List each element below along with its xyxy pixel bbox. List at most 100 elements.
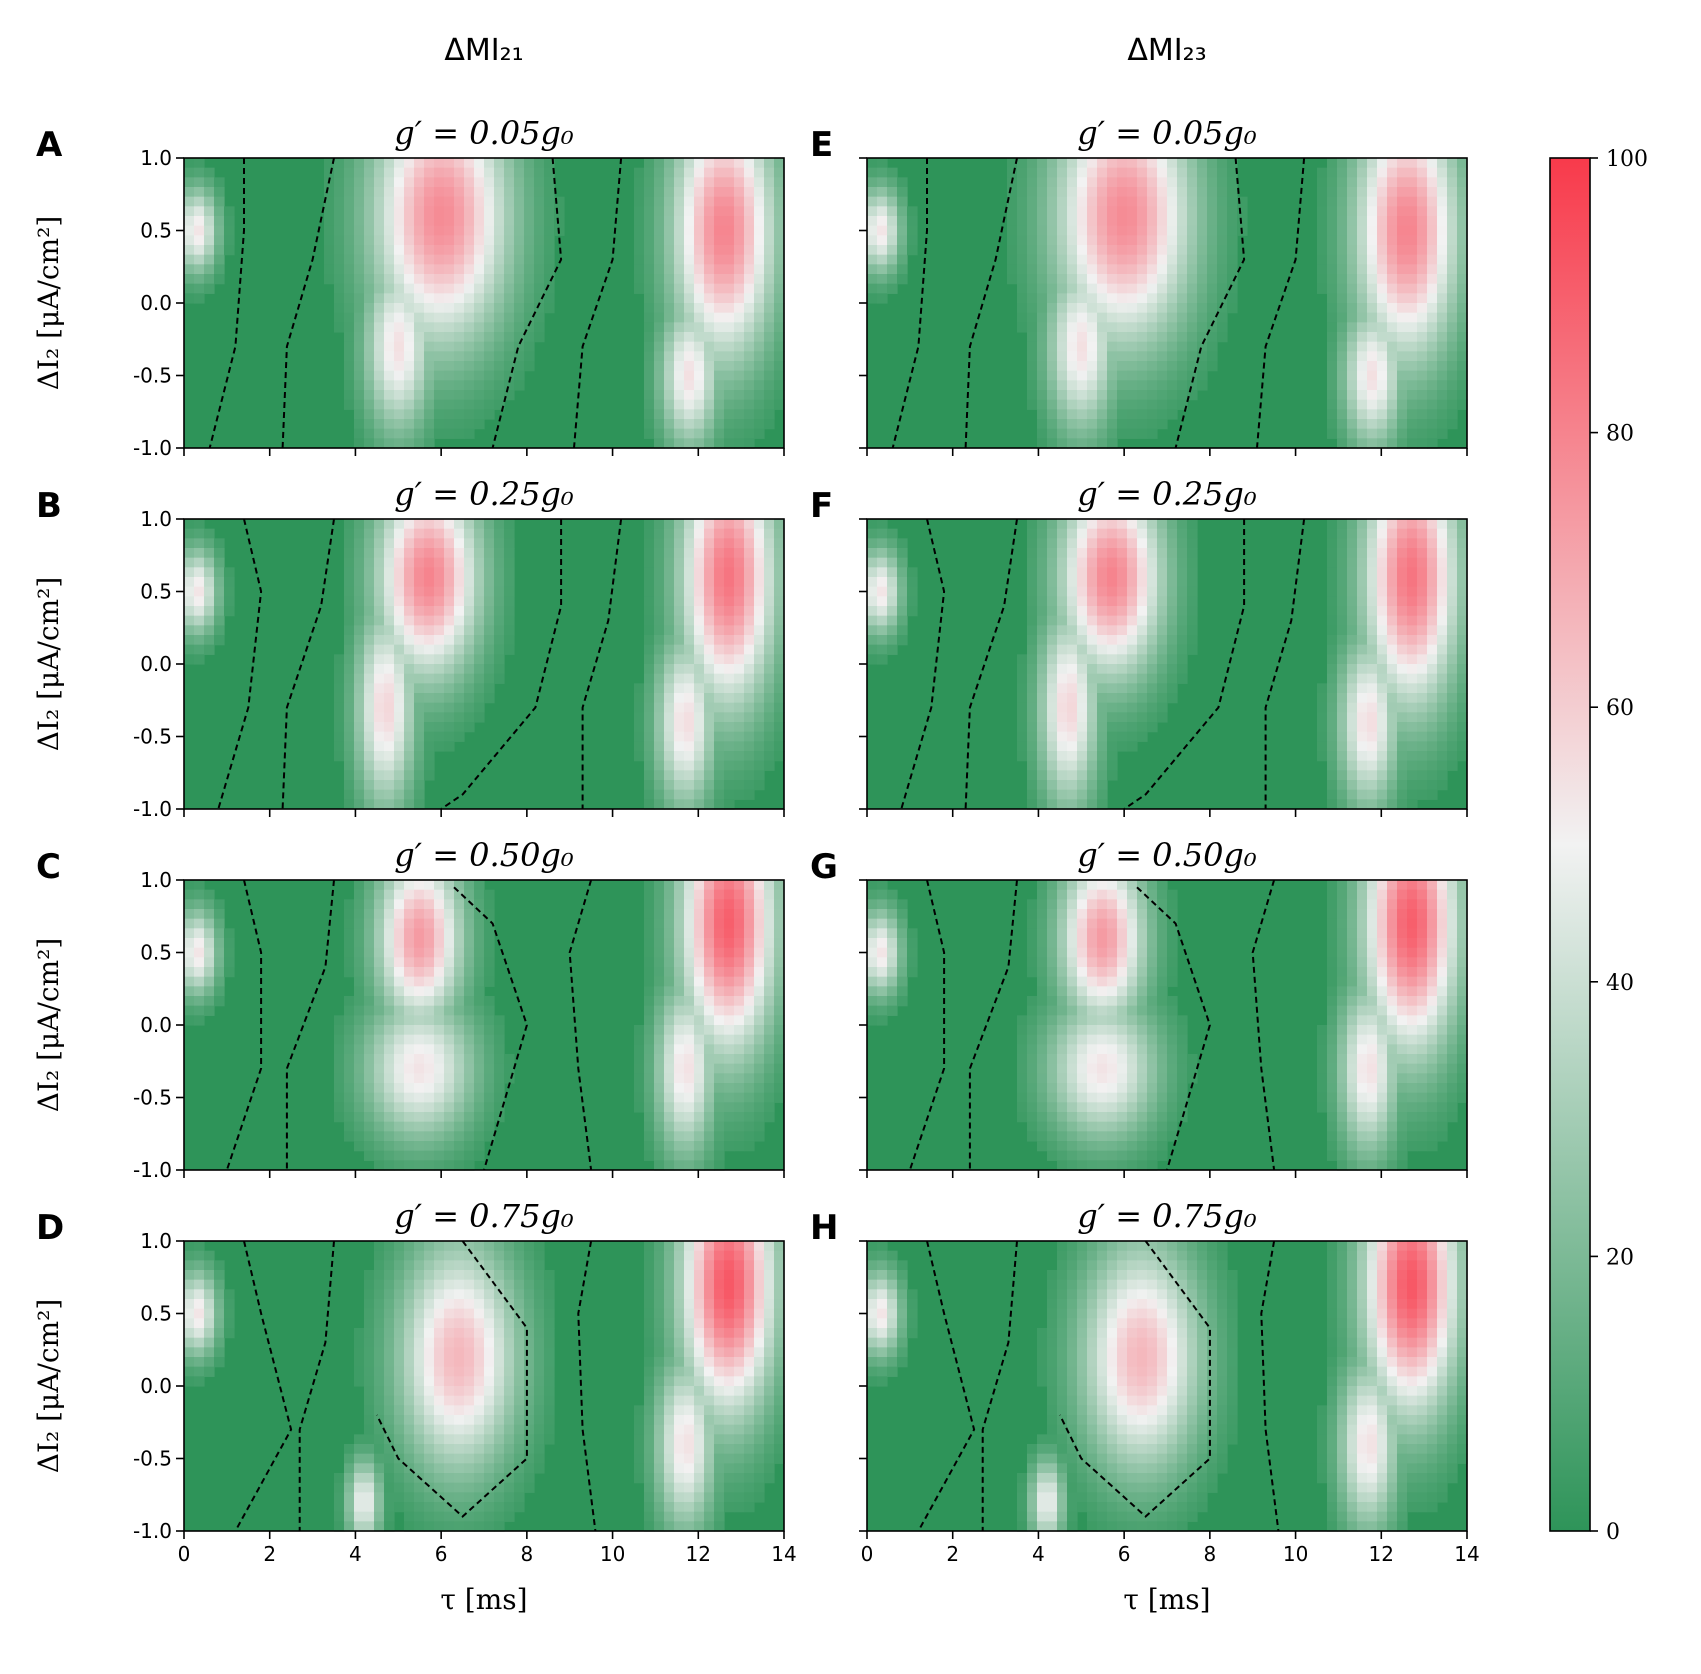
heatmap-cell <box>744 1483 755 1493</box>
heatmap-cell <box>534 313 545 323</box>
heatmap-cell <box>354 1463 365 1473</box>
heatmap-cell <box>1357 255 1368 265</box>
heatmap-cell <box>404 1318 415 1328</box>
heatmap-cell <box>464 654 475 664</box>
heatmap-cell <box>654 1357 665 1367</box>
heatmap-cell <box>644 342 655 352</box>
heatmap-cell <box>504 168 515 178</box>
heatmap-cell <box>364 596 375 606</box>
heatmap-cell <box>354 751 365 761</box>
heatmap-cell <box>364 1376 375 1386</box>
heatmap-cell <box>1047 158 1058 168</box>
heatmap-cell <box>754 761 765 771</box>
heatmap-cell <box>1057 216 1068 226</box>
heatmap-cell <box>754 780 765 790</box>
heatmap-cell <box>464 1289 475 1299</box>
heatmap-cell <box>424 264 435 274</box>
heatmap-cell <box>494 1444 505 1454</box>
heatmap-cell <box>644 1044 655 1054</box>
heatmap-cell <box>684 761 695 771</box>
heatmap-cell <box>1317 235 1328 245</box>
heatmap-cell <box>684 938 695 948</box>
heatmap-cell <box>534 274 545 284</box>
heatmap-cell <box>1067 303 1078 313</box>
heatmap-cell <box>1207 284 1218 294</box>
heatmap-cell <box>694 1425 705 1435</box>
heatmap-cell <box>384 371 395 381</box>
heatmap-cell <box>674 264 685 274</box>
heatmap-cell <box>1227 177 1238 187</box>
heatmap-cell <box>754 548 765 558</box>
heatmap-cell <box>1077 303 1088 313</box>
heatmap-cell <box>714 529 725 539</box>
heatmap-cell <box>484 342 495 352</box>
heatmap-cell <box>1357 293 1368 303</box>
heatmap-cell <box>1007 264 1018 274</box>
heatmap-cell <box>524 1357 535 1367</box>
heatmap-cell <box>494 587 505 597</box>
heatmap-cell <box>1397 351 1408 361</box>
heatmap-cell <box>504 1328 515 1338</box>
heatmap-cell <box>1027 158 1038 168</box>
heatmap-cell <box>754 1064 765 1074</box>
heatmap-cell <box>334 206 345 216</box>
heatmap-cell <box>674 616 685 626</box>
heatmap-cell <box>867 206 878 216</box>
heatmap-cell <box>714 1025 725 1035</box>
heatmap-cell <box>694 429 705 439</box>
heatmap-cell <box>724 1328 735 1338</box>
heatmap-cell <box>474 880 485 890</box>
heatmap-cell <box>704 1328 715 1338</box>
heatmap-cell <box>1157 284 1168 294</box>
heatmap-cell <box>544 1434 555 1444</box>
heatmap-cell <box>1027 274 1038 284</box>
heatmap-cell <box>714 1338 725 1348</box>
heatmap-cell <box>704 1289 715 1299</box>
heatmap-cell <box>454 342 465 352</box>
heatmap-cell <box>1017 245 1028 255</box>
heatmap-cell <box>674 274 685 284</box>
heatmap-cell <box>514 1492 525 1502</box>
heatmap-cell <box>464 606 475 616</box>
heatmap-cell <box>364 1122 375 1132</box>
heatmap-cell <box>1377 284 1388 294</box>
heatmap-cell <box>644 390 655 400</box>
heatmap-cell <box>664 1396 675 1406</box>
heatmap-cell <box>1067 390 1078 400</box>
heatmap-cell <box>454 1473 465 1483</box>
heatmap-cell <box>664 1502 675 1512</box>
heatmap-cell <box>1347 409 1358 419</box>
heatmap-cell <box>684 780 695 790</box>
heatmap-cell <box>474 332 485 342</box>
heatmap-cell <box>1027 322 1038 332</box>
heatmap-cell <box>404 890 415 900</box>
heatmap-cell <box>384 1328 395 1338</box>
heatmap-cell <box>684 567 695 577</box>
heatmap-cell <box>1127 235 1138 245</box>
heatmap-cell <box>1037 226 1048 236</box>
heatmap-cell <box>464 1025 475 1035</box>
heatmap-cell <box>494 274 505 284</box>
heatmap-cell <box>504 313 515 323</box>
heatmap-cell <box>184 577 195 587</box>
heatmap-cell <box>1397 371 1408 381</box>
heatmap-cell <box>754 284 765 294</box>
heatmap-cell <box>907 206 918 216</box>
heatmap-cell <box>434 1338 445 1348</box>
heatmap-cell <box>1367 419 1378 429</box>
heatmap-cell <box>1387 274 1398 284</box>
heatmap-cell <box>1127 168 1138 178</box>
heatmap-cell <box>1087 264 1098 274</box>
heatmap-cell <box>634 1463 645 1473</box>
heatmap-cell <box>724 967 735 977</box>
heatmap-cell <box>524 245 535 255</box>
heatmap-cell <box>384 1160 395 1170</box>
heatmap-cell <box>454 1141 465 1151</box>
heatmap-cell <box>374 187 385 197</box>
heatmap-cell <box>444 1512 455 1522</box>
heatmap-cell <box>664 977 675 987</box>
heatmap-cell <box>194 1309 205 1319</box>
heatmap-cell <box>444 1035 455 1045</box>
heatmap-cell <box>694 567 705 577</box>
heatmap-cell <box>694 1473 705 1483</box>
